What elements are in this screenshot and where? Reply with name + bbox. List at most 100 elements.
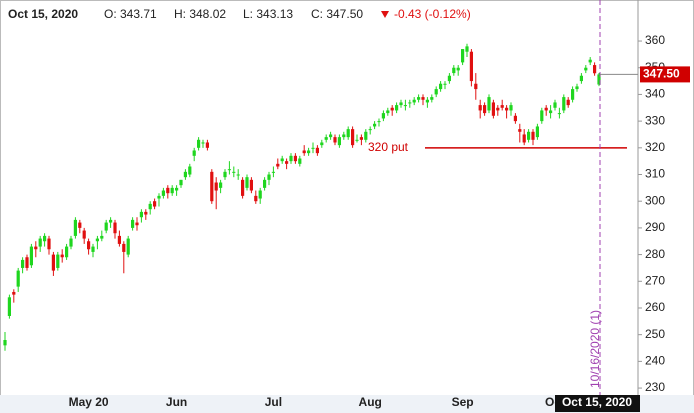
candle-body (21, 259, 25, 268)
candle-body (557, 113, 561, 115)
candle-body (430, 97, 434, 100)
candle-body (403, 105, 407, 107)
y-tick-label: 340 (645, 87, 665, 101)
candle-body (78, 222, 82, 228)
candle-body (571, 89, 575, 100)
y-tick-label: 310 (645, 167, 665, 181)
header-high: H: 348.02 (174, 7, 226, 21)
candle-body (346, 129, 350, 138)
candle-body (469, 51, 473, 82)
candle-body (355, 139, 359, 141)
candle-body (249, 179, 253, 191)
candle-body (69, 238, 73, 247)
candle-body (3, 340, 7, 346)
candle-body (73, 219, 77, 236)
candle-body (95, 238, 99, 242)
candle-body (597, 74, 601, 85)
candle-body (34, 246, 38, 250)
candle-body (329, 134, 333, 138)
candle-body (562, 97, 566, 111)
candle-body (175, 187, 179, 191)
down-triangle (381, 11, 389, 18)
candle-body (359, 137, 363, 140)
candle-body (500, 105, 504, 108)
candle-body (232, 171, 236, 173)
candle-body (337, 137, 341, 146)
y-tick-label: 240 (645, 354, 665, 368)
candle-body (161, 190, 165, 196)
candle-body (579, 75, 583, 82)
candle-body (377, 121, 381, 123)
candle-body (566, 99, 570, 106)
candle-body (258, 190, 262, 199)
candle-body (91, 246, 95, 252)
last-price-label: 347.50 (643, 67, 680, 81)
candle-body (478, 105, 482, 111)
y-tick-label: 300 (645, 193, 665, 207)
candle-body (553, 102, 557, 108)
candle-body (381, 113, 385, 119)
candle-body (373, 123, 377, 127)
candle-body (43, 235, 47, 242)
current-date-tag (555, 395, 640, 412)
candle-body (166, 187, 170, 194)
candle-body (351, 129, 355, 146)
candle-body (487, 97, 491, 111)
candle-body (285, 161, 289, 164)
y-tick-label: 260 (645, 300, 665, 314)
candle-body (25, 257, 29, 268)
candle-body (496, 107, 500, 111)
candle-body (38, 238, 42, 247)
candle-body (390, 107, 394, 111)
candle-body (245, 177, 249, 188)
candle-body (227, 169, 231, 171)
candle-body (447, 75, 451, 82)
header-date: Oct 15, 2020 (8, 7, 78, 21)
x-axis-band (0, 395, 694, 413)
x-tick-label: Aug (359, 395, 382, 409)
candle-body (192, 150, 196, 156)
candle-body (491, 102, 495, 116)
candle-body (368, 129, 372, 131)
candle-body (364, 131, 368, 140)
y-tick-label: 270 (645, 273, 665, 287)
event-label: 10/16/2020 (1) (588, 310, 602, 388)
candle-body (276, 163, 280, 167)
candle-body (214, 182, 218, 191)
x-tick-label: Jun (166, 395, 187, 409)
candle-body (465, 46, 469, 52)
y-tick-label: 290 (645, 220, 665, 234)
candle-body (395, 105, 399, 111)
candle-body (584, 67, 588, 71)
candle-body (298, 158, 302, 164)
candle-body (104, 222, 108, 231)
candle-body (131, 219, 135, 228)
candle-body (513, 115, 517, 122)
candle-body (408, 102, 412, 104)
candle-body (293, 155, 297, 162)
candle-body (439, 83, 443, 90)
candle-body (333, 137, 337, 143)
y-tick-label: 230 (645, 380, 665, 394)
candle-body (271, 171, 275, 173)
candle-body (188, 166, 192, 175)
y-tick-label: 280 (645, 247, 665, 261)
candle-body (241, 179, 245, 196)
candle-body (223, 171, 227, 178)
candle-body (183, 171, 187, 178)
candle-body (56, 254, 60, 268)
header-open: O: 343.71 (104, 7, 157, 21)
candle-body (522, 134, 526, 143)
candle-body (302, 150, 306, 154)
candle-body (461, 49, 465, 63)
current-date-label: Oct 15, 2020 (562, 395, 632, 409)
candle-body (289, 155, 293, 162)
candle-body (593, 65, 597, 74)
candle-body (280, 158, 284, 162)
candle-body (16, 270, 20, 287)
candle-body (219, 182, 223, 188)
candle-body (65, 246, 69, 258)
x-tick-label: Sep (452, 395, 474, 409)
